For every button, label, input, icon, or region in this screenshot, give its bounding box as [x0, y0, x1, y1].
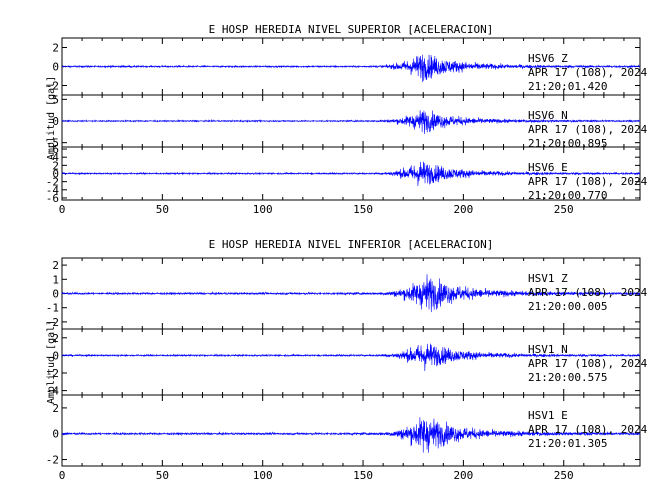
y-tick-label: 0: [52, 428, 59, 441]
y-tick-label: 4: [52, 151, 59, 164]
station-label: HSV1 Z: [528, 272, 568, 285]
y-tick-label: 2: [52, 159, 59, 172]
x-tick-label: 50: [156, 203, 169, 216]
y-tick-label: 2: [52, 259, 59, 272]
y-tick-label: -6: [46, 192, 59, 205]
chart-group-0: E HOSP HEREDIA NIVEL SUPERIOR [ACELERACI…: [46, 23, 648, 216]
x-tick-label: 100: [253, 203, 273, 216]
date-label: APR 17 (108), 2024: [528, 423, 648, 436]
y-tick-label: 2: [52, 42, 59, 55]
waveform-line: [61, 54, 641, 83]
y-tick-label: -4: [46, 184, 60, 197]
date-label: APR 17 (108), 2024: [528, 357, 648, 370]
y-tick-label: 2: [52, 402, 59, 415]
chart-title: E HOSP HEREDIA NIVEL SUPERIOR [ACELERACI…: [209, 23, 494, 36]
x-tick-label: 150: [353, 469, 373, 482]
y-tick-label: -5: [46, 137, 59, 150]
time-label: 21:20:01.420: [528, 80, 607, 93]
panel-frame: [61, 394, 641, 467]
y-tick-label: 0: [52, 349, 59, 362]
waveform-line: [61, 110, 641, 134]
y-axis-label: Amplitud [gal]: [46, 320, 57, 404]
y-axis-label: Amplitud [gal]: [46, 76, 57, 160]
x-tick-label: 50: [156, 469, 169, 482]
time-label: 21:20:00.895: [528, 137, 607, 150]
date-label: APR 17 (108), 2024: [528, 123, 648, 136]
y-tick-label: 5: [52, 93, 59, 106]
waveform-line: [61, 274, 641, 313]
y-tick-label: 0: [52, 61, 59, 74]
date-label: APR 17 (108), 2024: [528, 286, 648, 299]
x-tick-label: 200: [453, 469, 473, 482]
chart-group-1: E HOSP HEREDIA NIVEL INFERIOR [ACELERACI…: [46, 238, 648, 482]
y-tick-label: -2: [46, 454, 59, 467]
x-tick-label: 0: [59, 469, 66, 482]
x-tick-label: 200: [453, 203, 473, 216]
waveform-line: [61, 161, 641, 186]
chart-title: E HOSP HEREDIA NIVEL INFERIOR [ACELERACI…: [209, 238, 494, 251]
x-tick-label: 100: [253, 469, 273, 482]
station-label: HSV6 Z: [528, 52, 568, 65]
waveform-line: [61, 417, 641, 453]
time-label: 21:20:00.575: [528, 371, 607, 384]
date-label: APR 17 (108), 2024: [528, 175, 648, 188]
y-tick-label: -1: [46, 302, 59, 315]
x-tick-label: 0: [59, 203, 66, 216]
y-tick-label: 6: [52, 143, 59, 156]
y-tick-label: -2: [46, 367, 59, 380]
time-label: 21:20:00.770: [528, 189, 607, 202]
y-tick-label: 0: [52, 288, 59, 301]
y-tick-label: -4: [46, 385, 60, 398]
y-tick-label: 2: [52, 332, 59, 345]
y-tick-label: 0: [52, 168, 59, 181]
x-tick-label: 250: [554, 469, 574, 482]
y-tick-label: -2: [46, 176, 59, 189]
time-label: 21:20:00.005: [528, 300, 607, 313]
y-tick-label: -2: [46, 80, 59, 93]
y-tick-label: -2: [46, 316, 59, 329]
waveform-line: [61, 343, 641, 372]
date-label: APR 17 (108), 2024: [528, 66, 648, 79]
station-label: HSV1 E: [528, 409, 568, 422]
x-tick-label: 250: [554, 203, 574, 216]
station-label: HSV6 N: [528, 109, 568, 122]
station-label: HSV1 N: [528, 343, 568, 356]
time-label: 21:20:01.305: [528, 437, 607, 450]
station-label: HSV6 E: [528, 161, 568, 174]
x-tick-label: 150: [353, 203, 373, 216]
y-tick-label: 1: [52, 273, 59, 286]
y-tick-label: 0: [52, 115, 59, 128]
